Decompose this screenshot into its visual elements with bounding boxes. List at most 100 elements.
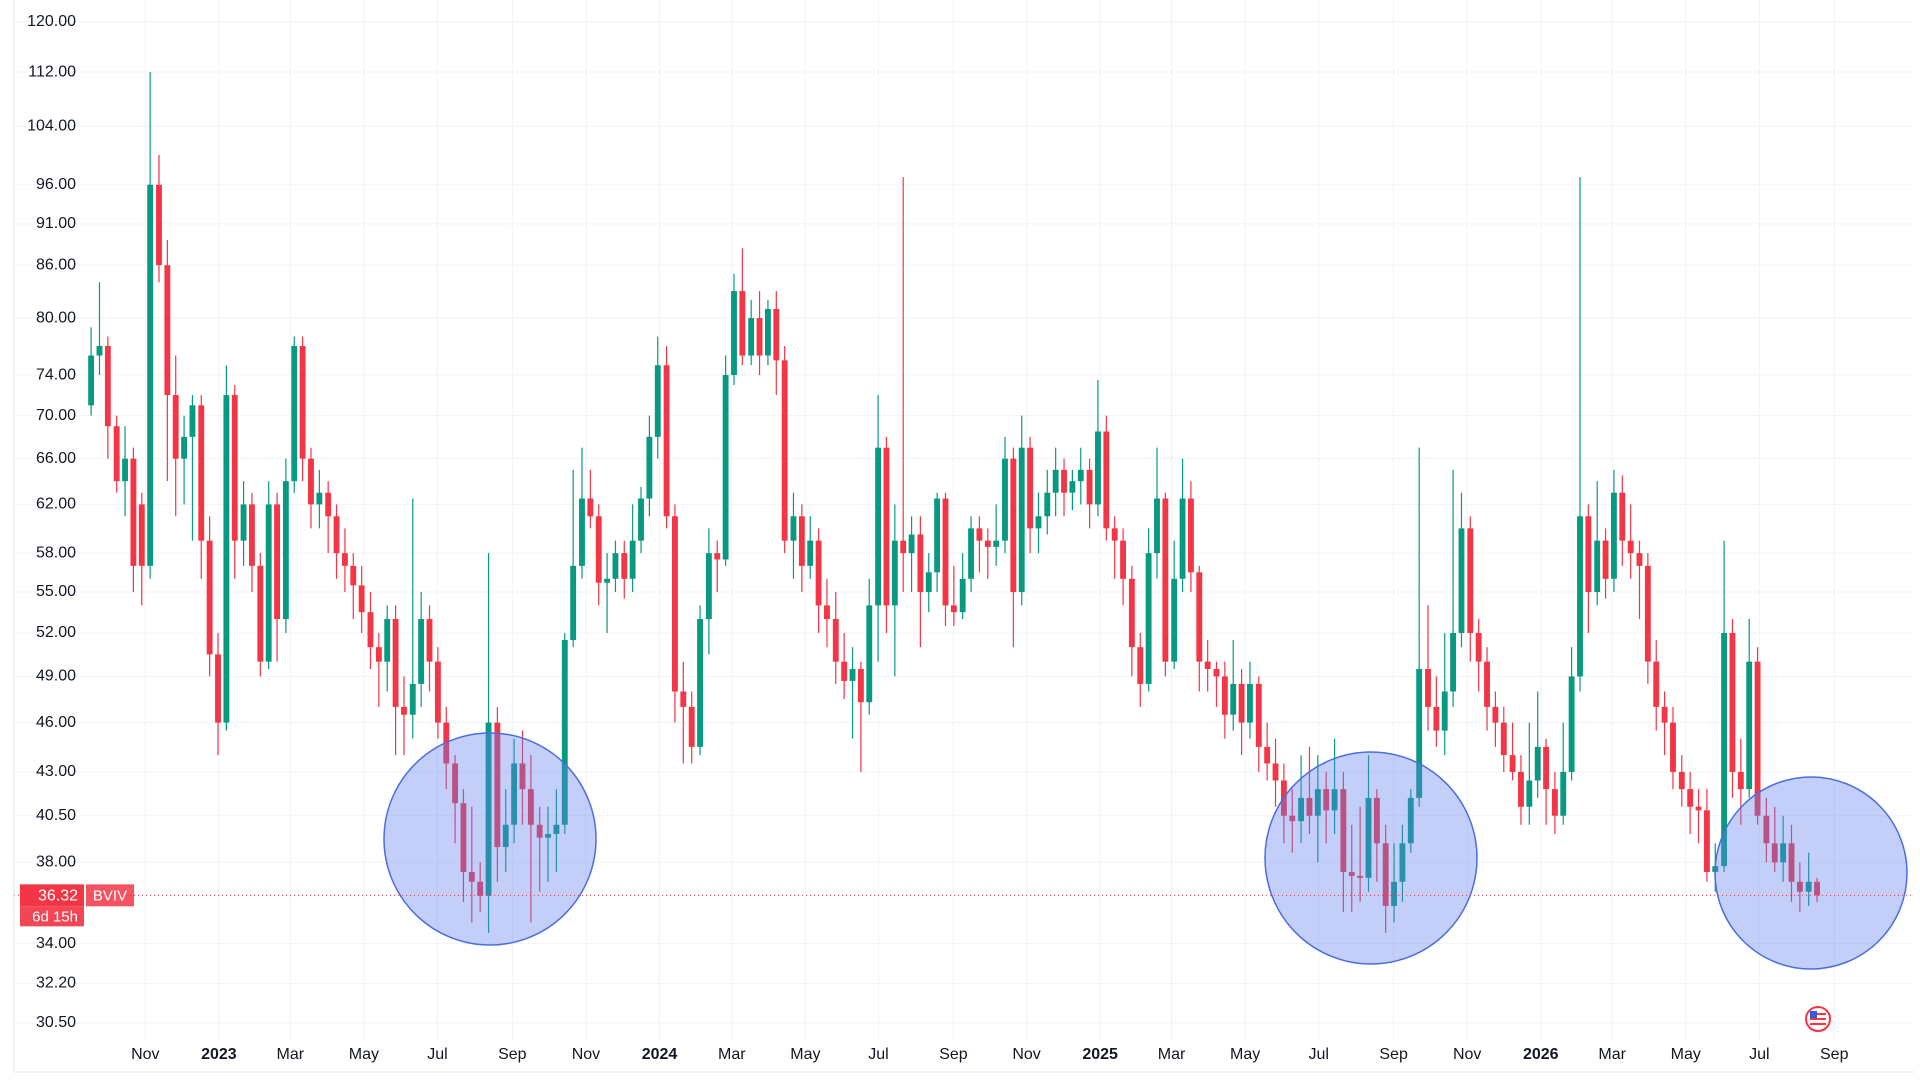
candle-body [1348, 871, 1355, 876]
candle-body [638, 498, 644, 541]
candle-body [1695, 806, 1702, 811]
candle-body [1314, 789, 1321, 816]
candle-body [1120, 540, 1126, 579]
candle-body [1500, 722, 1507, 756]
x-tick-label: Jul [1749, 1046, 1769, 1063]
candle-body [815, 540, 822, 606]
y-tick-label: 38.00 [36, 854, 76, 871]
candle-body [519, 763, 526, 790]
candle-body [1238, 683, 1245, 723]
candle-body [984, 540, 991, 547]
candle-body [595, 516, 602, 583]
x-tick-label: May [349, 1046, 379, 1063]
candle-body [113, 426, 120, 482]
candle-body [1044, 492, 1051, 517]
candle-body [282, 481, 289, 620]
candle-body [341, 553, 348, 566]
candle-body [570, 565, 577, 641]
candle-body [1179, 498, 1186, 579]
candle-body [1365, 797, 1372, 878]
drawing-layer [383, 732, 1908, 970]
candle-body [172, 395, 179, 459]
candle-body [350, 565, 357, 586]
candle-body [883, 447, 890, 606]
x-tick-label: May [1671, 1046, 1701, 1063]
y-tick-label: 120.00 [27, 13, 76, 30]
candle-body [629, 540, 636, 579]
candle-body [1661, 706, 1668, 723]
candle-body [316, 492, 323, 505]
candle-body [1619, 492, 1626, 541]
candle-body [452, 763, 459, 804]
y-tick-label: 66.00 [36, 450, 76, 467]
candle-body [1213, 669, 1220, 677]
candle-body [824, 605, 830, 620]
candle-body [1805, 881, 1812, 892]
candle-body [1763, 815, 1770, 844]
candle-body [748, 318, 755, 356]
y-tick-label: 46.00 [36, 714, 76, 731]
y-tick-label: 70.00 [36, 407, 76, 424]
candle-body [1027, 447, 1034, 529]
candle-body [1627, 540, 1634, 554]
candle-body [1407, 797, 1414, 844]
candle-body [654, 365, 661, 437]
candle-body [1729, 632, 1736, 772]
candle-body [1323, 789, 1330, 811]
candle-body [764, 308, 771, 356]
y-tick-label: 49.00 [36, 668, 76, 685]
y-tick-label: 34.00 [36, 935, 76, 952]
candle-body [959, 578, 966, 613]
candle-body [291, 345, 298, 482]
candle-body [1644, 565, 1651, 662]
candle-body [1746, 661, 1753, 790]
x-tick-label: Mar [1598, 1046, 1626, 1063]
candle-body [1306, 797, 1313, 816]
candle-body [739, 291, 746, 356]
candle-body [1653, 661, 1660, 707]
candle-body [511, 763, 518, 825]
candle-body [1526, 780, 1533, 807]
candle-body [401, 706, 407, 715]
candle-body [434, 661, 441, 723]
candle-body [1018, 447, 1025, 592]
candle-body [561, 640, 568, 825]
candle-body [325, 492, 332, 517]
candle-body [1788, 843, 1795, 882]
candle-body [1721, 632, 1728, 867]
candle-body [705, 553, 712, 620]
candle-body [130, 458, 137, 566]
candle-body [468, 871, 475, 882]
candle-body [1095, 431, 1101, 505]
candle-body [1289, 815, 1296, 822]
candle-body [88, 355, 95, 406]
candle-body [798, 516, 805, 566]
candle-body [1171, 578, 1178, 662]
candle-body [1002, 458, 1008, 541]
candle-body [773, 308, 780, 361]
candle-body [790, 516, 797, 541]
candle-body [265, 504, 272, 662]
candle-body [1475, 632, 1482, 662]
y-tick-label: 40.50 [36, 807, 76, 824]
candle-body [1703, 810, 1710, 872]
flag-canton [1810, 1011, 1817, 1018]
candle-body [1687, 789, 1694, 807]
candle-body [1331, 789, 1338, 811]
candle-body [527, 789, 534, 825]
candle-body [299, 345, 306, 459]
candle-body [1636, 553, 1643, 566]
candle-body [477, 881, 484, 896]
x-tick-label: Nov [131, 1046, 159, 1063]
candle-body [308, 458, 314, 505]
y-tick-label: 91.00 [36, 215, 76, 232]
candle-body [1103, 431, 1110, 529]
candle-body [722, 375, 729, 560]
candle-body [1272, 763, 1279, 781]
candle-body [925, 572, 932, 592]
candle-body [697, 619, 703, 747]
y-tick-label: 52.00 [36, 624, 76, 641]
candle-body [138, 504, 145, 566]
candle-body [1585, 516, 1592, 592]
candle-body [1340, 789, 1347, 872]
